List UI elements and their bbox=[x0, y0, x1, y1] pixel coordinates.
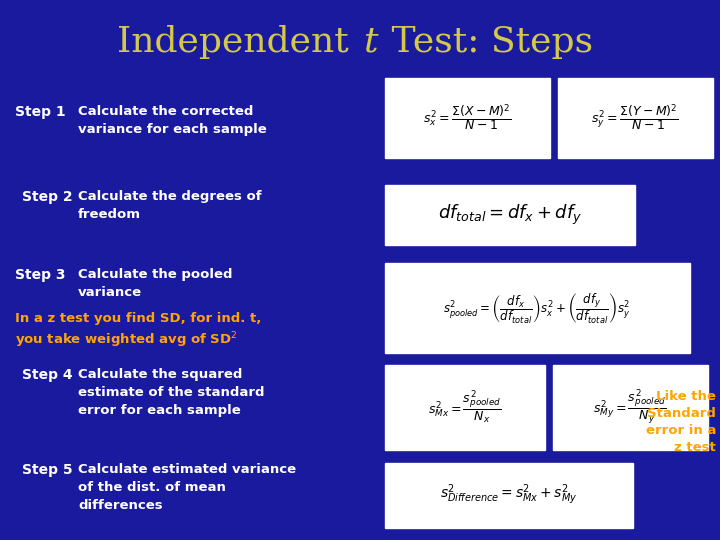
Text: Calculate the corrected
variance for each sample: Calculate the corrected variance for eac… bbox=[78, 105, 266, 136]
Text: Step 3: Step 3 bbox=[15, 268, 66, 282]
Text: Step 4: Step 4 bbox=[22, 368, 73, 382]
FancyBboxPatch shape bbox=[385, 263, 690, 353]
Text: $df_{total} = df_x + df_y$: $df_{total} = df_x + df_y$ bbox=[438, 203, 582, 227]
Text: Calculate the pooled
variance: Calculate the pooled variance bbox=[78, 268, 233, 299]
FancyBboxPatch shape bbox=[385, 185, 635, 245]
Text: Independent: Independent bbox=[117, 25, 360, 59]
FancyBboxPatch shape bbox=[385, 365, 545, 450]
Text: $s^2_{Mx} = \dfrac{s^2_{pooled}}{N_x}$: $s^2_{Mx} = \dfrac{s^2_{pooled}}{N_x}$ bbox=[428, 388, 502, 426]
Text: In a z test you find SD, for ind. t,: In a z test you find SD, for ind. t, bbox=[15, 312, 261, 325]
Text: t: t bbox=[363, 25, 377, 59]
Text: $s^2_{My} = \dfrac{s^2_{pooled}}{N_y}$: $s^2_{My} = \dfrac{s^2_{pooled}}{N_y}$ bbox=[593, 387, 667, 427]
Text: Step 5: Step 5 bbox=[22, 463, 73, 477]
Text: Calculate the degrees of
freedom: Calculate the degrees of freedom bbox=[78, 190, 261, 221]
Text: Step 2: Step 2 bbox=[22, 190, 73, 204]
Text: you take weighted avg of SD$^2$: you take weighted avg of SD$^2$ bbox=[15, 330, 238, 349]
Text: $s^2_{pooled} = \left(\dfrac{df_x}{df_{total}}\right)s^2_x + \left(\dfrac{df_y}{: $s^2_{pooled} = \left(\dfrac{df_x}{df_{t… bbox=[444, 291, 631, 325]
Text: Test: Steps: Test: Steps bbox=[380, 25, 593, 59]
Text: Step 1: Step 1 bbox=[15, 105, 66, 119]
Text: $s^2_y = \dfrac{\Sigma(Y-M)^2}{N-1}$: $s^2_y = \dfrac{\Sigma(Y-M)^2}{N-1}$ bbox=[591, 103, 679, 133]
Text: $s^2_x = \dfrac{\Sigma(X-M)^2}{N-1}$: $s^2_x = \dfrac{\Sigma(X-M)^2}{N-1}$ bbox=[423, 103, 511, 133]
Text: $s^2_{Difference} = s^2_{Mx} + s^2_{My}$: $s^2_{Difference} = s^2_{Mx} + s^2_{My}$ bbox=[441, 483, 577, 507]
FancyBboxPatch shape bbox=[385, 463, 633, 528]
FancyBboxPatch shape bbox=[385, 78, 550, 158]
FancyBboxPatch shape bbox=[553, 365, 708, 450]
Text: Calculate estimated variance
of the dist. of mean
differences: Calculate estimated variance of the dist… bbox=[78, 463, 296, 512]
Text: Calculate the squared
estimate of the standard
error for each sample: Calculate the squared estimate of the st… bbox=[78, 368, 264, 417]
FancyBboxPatch shape bbox=[558, 78, 713, 158]
Text: Like the
Standard
error in a
z test: Like the Standard error in a z test bbox=[646, 390, 716, 454]
